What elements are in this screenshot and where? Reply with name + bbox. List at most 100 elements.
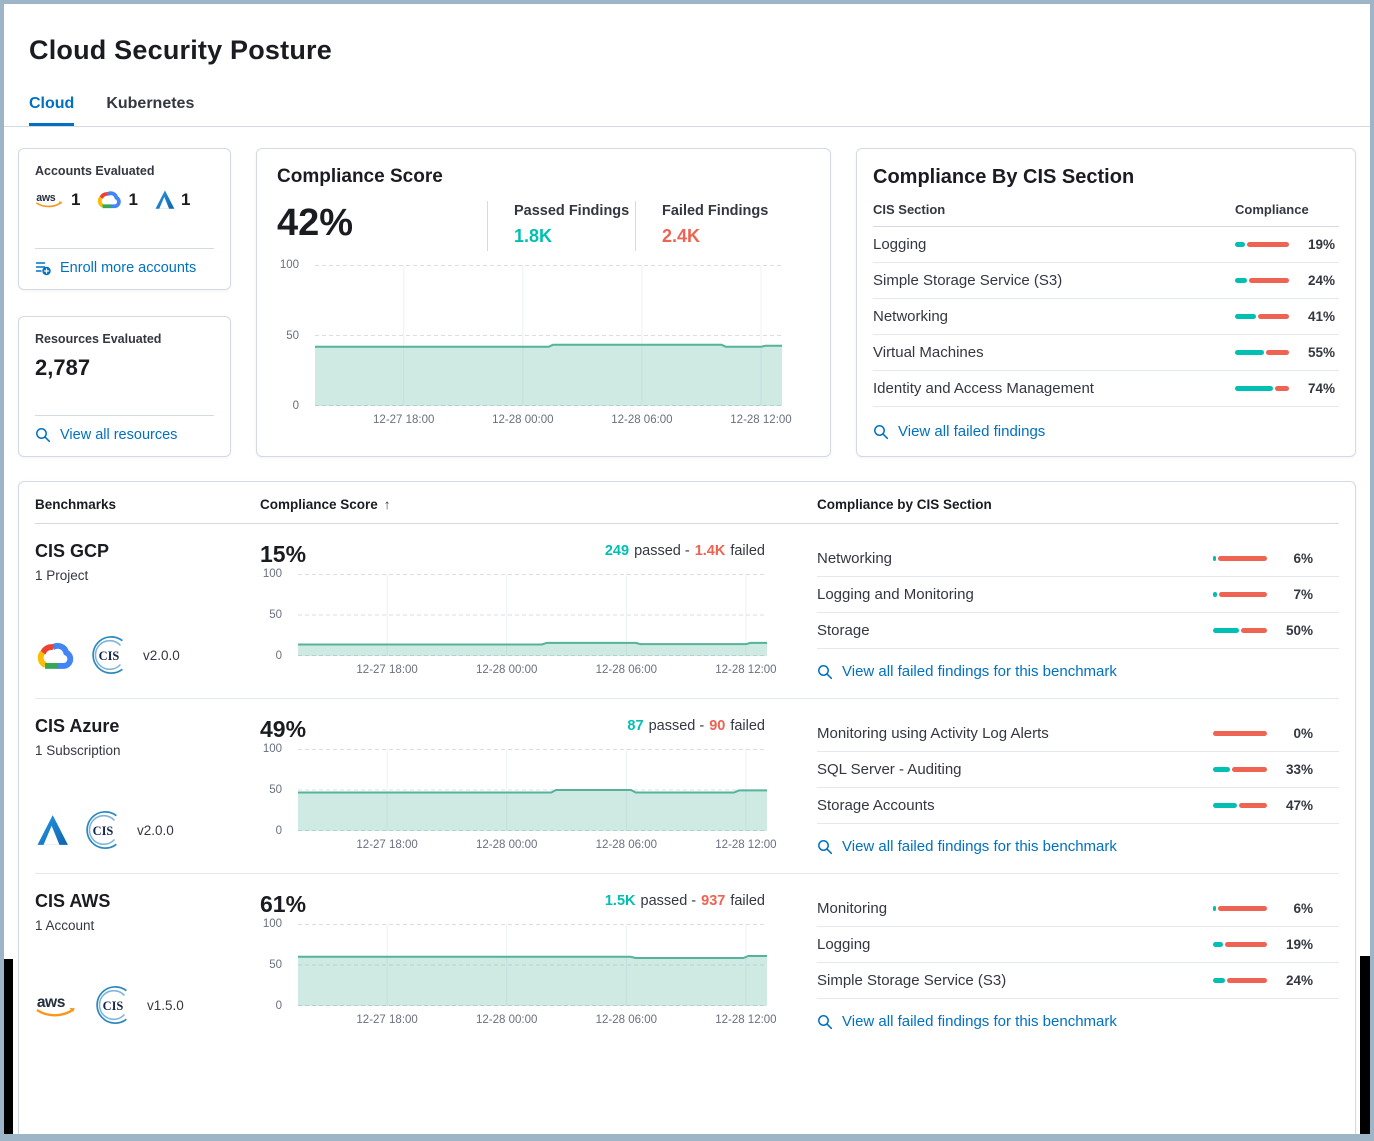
compliance-bar [1235, 242, 1289, 248]
compliance-trend-chart: 100 50 0 12-27 18:00 12-28 00:00 12-28 06:00 1… [279, 259, 792, 427]
compliance-bar [1235, 386, 1289, 392]
section-name: SQL Server - Auditing [817, 761, 962, 779]
compliance-score-card: Compliance Score 42% Passed Findings 1.8… [256, 148, 831, 458]
azure-icon [35, 813, 69, 847]
compliance-pct: 33% [1285, 762, 1313, 778]
passed-findings-label: Passed Findings [514, 203, 630, 220]
compliance-bar [1213, 803, 1267, 809]
benchmark-trend-chart: 100 50 0 12-27 18:00 12-28 00:00 12-28 06:00 1… [262, 918, 777, 1027]
section-name: Logging and Monitoring [817, 586, 974, 604]
view-benchmark-failed-findings-link[interactable]: View all failed findings for this benchm… [817, 838, 1339, 855]
enroll-more-accounts-link[interactable]: Enroll more accounts [35, 260, 214, 276]
benchmark-row-cis-azure: CIS Azure 1 Subscription v2.0.0 49% 87 p… [35, 699, 1339, 875]
passed-findings-stat: Passed Findings 1.8K [487, 201, 635, 252]
compliance-pct: 6% [1293, 551, 1313, 567]
cis-section-row: Logging 19% [873, 227, 1339, 264]
azure-account-count: 1 [154, 189, 190, 210]
benchmark-sections-cell: Monitoring 6% Logging 19% Simple Storage… [817, 891, 1339, 1030]
left-cards-column: Accounts Evaluated 1 1 1 [18, 148, 231, 458]
compliance-pct: 55% [1307, 345, 1335, 361]
resources-evaluated-card: Resources Evaluated 2,787 View all resou… [18, 315, 231, 458]
benchmark-info-cell: CIS Azure 1 Subscription v2.0.0 [35, 716, 260, 855]
benchmark-link-label: View all failed findings for this benchm… [842, 1013, 1117, 1031]
compliance-score-title: Compliance Score [277, 166, 443, 188]
compliance-bar [1235, 278, 1289, 284]
compliance-by-cis-section-card: Compliance By CIS Section CIS Section Co… [856, 148, 1356, 458]
section-row: Monitoring using Activity Log Alerts 0% [817, 716, 1339, 753]
passed-failed-summary: 1.5K passed - 937 failed [604, 893, 765, 910]
cis-section-name: Networking [873, 308, 949, 326]
cis-section-row: Virtual Machines 55% [873, 335, 1339, 372]
card-divider [35, 415, 214, 417]
compliance-pct: 0% [1293, 726, 1313, 742]
compliance-bar [1213, 628, 1267, 634]
screen-capture-artifact-right [1360, 956, 1370, 1134]
search-icon [817, 1014, 833, 1030]
benchmarks-table-header: Benchmarks Compliance Score ↑ Compliance … [35, 482, 1339, 525]
benchmark-version: v2.0.0 [143, 647, 180, 663]
tab-cloud[interactable]: Cloud [29, 95, 74, 126]
score-stats-row: 42% Passed Findings 1.8K Failed Findings… [277, 201, 810, 252]
aws-icon [35, 991, 79, 1019]
view-all-failed-findings-link[interactable]: View all failed findings [873, 411, 1339, 444]
gcp-account-count: 1 [96, 189, 138, 210]
view-benchmark-failed-findings-link[interactable]: View all failed findings for this benchm… [817, 1013, 1339, 1030]
compliance-pct: 19% [1285, 937, 1313, 953]
card-divider [35, 247, 214, 249]
benchmark-trend-chart: 100 50 0 12-27 18:00 12-28 00:00 12-28 06:00 1… [262, 743, 777, 852]
compliance-pct: 47% [1285, 798, 1313, 814]
compliance-column-header: Compliance [1235, 202, 1309, 218]
section-row: SQL Server - Auditing 33% [817, 752, 1339, 789]
benchmark-subtitle: 1 Subscription [35, 743, 121, 759]
section-row: Storage 50% [817, 613, 1339, 650]
compliance-bar [1213, 942, 1267, 948]
cis-logo-icon [82, 809, 124, 851]
aws-account-count: 1 [35, 190, 80, 210]
benchmark-version: v2.0.0 [137, 822, 174, 838]
cis-logo-icon [88, 634, 130, 676]
search-icon [817, 664, 833, 680]
compliance-score-column-header[interactable]: Compliance Score ↑ [260, 497, 391, 513]
benchmark-subtitle: 1 Project [35, 568, 89, 584]
failed-findings-stat: Failed Findings 2.4K [635, 201, 810, 252]
passed-failed-summary: 249 passed - 1.4K failed [604, 543, 765, 560]
cis-section-name: Identity and Access Management [873, 380, 1094, 398]
benchmark-row-cis-aws: CIS AWS 1 Account v1.5.0 61% 1.5K passed… [35, 874, 1339, 1070]
benchmark-score-cell: 61% 1.5K passed - 937 failed 100 50 0 12-27… [260, 891, 817, 1030]
compliance-bar [1213, 731, 1267, 737]
view-all-resources-link[interactable]: View all resources [35, 427, 214, 443]
cis-section-column-header: CIS Section [873, 202, 946, 218]
benchmark-name: CIS AWS [35, 891, 111, 912]
enroll-icon [35, 260, 51, 276]
compliance-bar [1213, 978, 1267, 984]
section-name: Monitoring [817, 900, 888, 918]
benchmark-row-cis-gcp: CIS GCP 1 Project v2.0.0 15% 249 passed … [35, 524, 1339, 700]
compliance-bar [1213, 906, 1267, 912]
compliance-bar [1213, 592, 1267, 598]
accounts-evaluated-title: Accounts Evaluated [35, 164, 155, 179]
view-benchmark-failed-findings-link[interactable]: View all failed findings for this benchm… [817, 663, 1339, 680]
resources-evaluated-title: Resources Evaluated [35, 331, 162, 346]
compliance-pct: 50% [1285, 623, 1313, 639]
benchmark-score-cell: 49% 87 passed - 90 failed 100 50 0 12-27 18… [260, 716, 817, 855]
benchmark-score: 49% [260, 716, 307, 743]
section-row: Logging and Monitoring 7% [817, 577, 1339, 614]
benchmark-score: 61% [260, 891, 307, 918]
compliance-pct: 24% [1307, 273, 1335, 289]
section-name: Simple Storage Service (S3) [817, 972, 1007, 990]
search-icon [817, 839, 833, 855]
provider-counts: 1 1 1 [35, 189, 214, 210]
screen-capture-artifact-left [4, 959, 13, 1134]
compliance-pct: 74% [1307, 381, 1335, 397]
page-title: Cloud Security Posture [29, 35, 332, 66]
cis-section-name: Logging [873, 236, 927, 254]
benchmark-info-cell: CIS GCP 1 Project v2.0.0 [35, 541, 260, 680]
compliance-pct: 19% [1307, 237, 1335, 253]
sort-ascending-icon: ↑ [383, 497, 391, 513]
azure-icon [154, 189, 175, 210]
benchmark-link-label: View all failed findings for this benchm… [842, 663, 1117, 681]
cis-section-card-title: Compliance By CIS Section [873, 166, 1135, 189]
gcp-icon [96, 189, 122, 210]
tab-kubernetes[interactable]: Kubernetes [106, 95, 195, 113]
